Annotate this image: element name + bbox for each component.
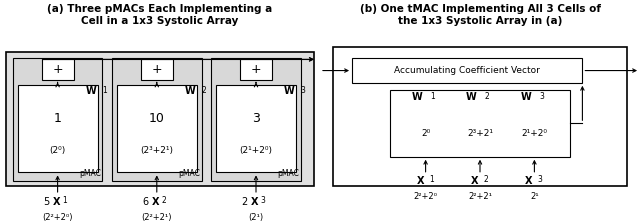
Text: W: W <box>466 92 477 102</box>
Text: 2: 2 <box>162 196 166 205</box>
Text: (2¹): (2¹) <box>248 213 264 222</box>
Bar <box>42 59 74 80</box>
Text: W: W <box>85 86 96 96</box>
Text: X: X <box>152 197 159 207</box>
Text: 1: 1 <box>102 86 107 95</box>
Bar <box>141 59 173 80</box>
Text: 2³+2¹: 2³+2¹ <box>467 129 493 138</box>
Text: W: W <box>520 92 531 102</box>
Text: 2¹: 2¹ <box>530 192 539 200</box>
Text: 6: 6 <box>143 197 149 207</box>
Text: 2²+2¹: 2²+2¹ <box>468 192 492 200</box>
Bar <box>240 59 272 80</box>
Text: +: + <box>251 63 261 76</box>
Text: 3: 3 <box>538 175 543 184</box>
Bar <box>117 85 197 172</box>
Text: 2: 2 <box>483 175 488 184</box>
Bar <box>18 85 97 172</box>
Text: +: + <box>52 63 63 76</box>
Text: pMAC: pMAC <box>178 169 200 178</box>
Text: (2²+2¹): (2²+2¹) <box>141 213 172 222</box>
Text: 3: 3 <box>252 112 260 125</box>
Bar <box>13 58 102 181</box>
Bar <box>390 90 570 157</box>
Text: pMAC: pMAC <box>79 169 101 178</box>
Text: X: X <box>471 176 479 186</box>
Bar <box>211 58 301 181</box>
Text: 2: 2 <box>485 92 490 101</box>
Text: 5: 5 <box>44 197 50 207</box>
Text: pMAC: pMAC <box>277 169 300 178</box>
Text: (2²+2⁰): (2²+2⁰) <box>42 213 73 222</box>
Bar <box>112 58 202 181</box>
Text: 3: 3 <box>261 196 266 205</box>
Text: X: X <box>53 197 60 207</box>
Text: 2²+2⁰: 2²+2⁰ <box>413 192 438 200</box>
Text: 10: 10 <box>149 112 164 125</box>
Bar <box>352 58 582 83</box>
Text: W: W <box>284 86 294 96</box>
Text: 2: 2 <box>242 197 248 207</box>
Text: X: X <box>252 197 259 207</box>
Text: 1: 1 <box>429 175 433 184</box>
Text: 2¹+2⁰: 2¹+2⁰ <box>522 129 547 138</box>
Text: 1: 1 <box>430 92 435 101</box>
Text: X: X <box>417 176 424 186</box>
Text: (2⁰): (2⁰) <box>49 146 66 155</box>
Text: 1: 1 <box>54 112 61 125</box>
Text: W: W <box>412 92 422 102</box>
Text: (b) One tMAC Implementing All 3 Cells of
the 1x3 Systolic Array in (a): (b) One tMAC Implementing All 3 Cells of… <box>360 4 600 26</box>
Text: 1: 1 <box>63 196 67 205</box>
Text: 2⁰: 2⁰ <box>421 129 430 138</box>
Text: (a) Three pMACs Each Implementing a
Cell in a 1x3 Systolic Array: (a) Three pMACs Each Implementing a Cell… <box>47 4 273 26</box>
Text: 2: 2 <box>202 86 206 95</box>
Bar <box>333 47 627 186</box>
Text: 3: 3 <box>301 86 306 95</box>
Text: Accumulating Coefficient Vector: Accumulating Coefficient Vector <box>394 66 540 75</box>
Text: X: X <box>525 176 532 186</box>
Bar <box>216 85 296 172</box>
Text: +: + <box>152 63 162 76</box>
Text: (2³+2¹): (2³+2¹) <box>140 146 173 155</box>
Text: W: W <box>184 86 195 96</box>
Bar <box>6 52 314 186</box>
Text: 3: 3 <box>540 92 544 101</box>
Text: (2¹+2⁰): (2¹+2⁰) <box>239 146 273 155</box>
